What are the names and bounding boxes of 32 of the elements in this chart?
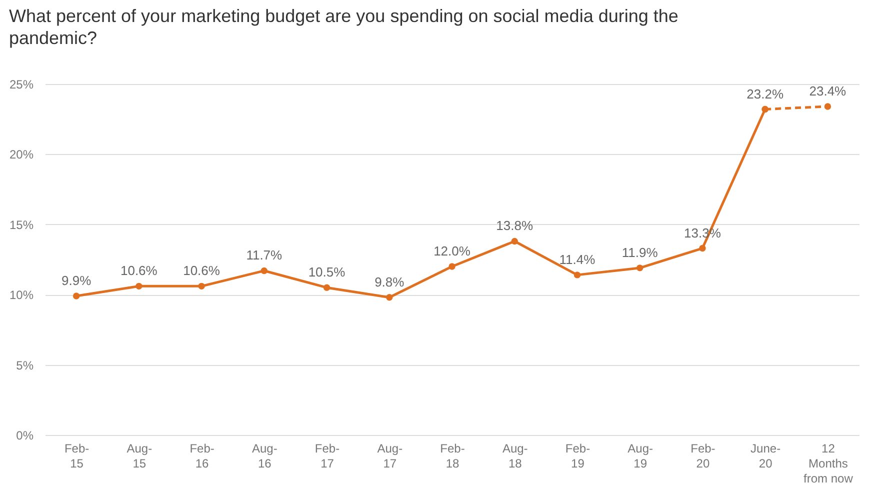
y-tick-label: 15% [9, 218, 34, 232]
data-label: 11.7% [246, 248, 283, 263]
y-tick-label: 5% [16, 358, 34, 372]
data-label: 9.9% [61, 273, 92, 288]
x-tick-label: Feb-20 [690, 442, 716, 470]
x-tick-label: Feb-19 [565, 442, 590, 470]
data-label: 11.9% [622, 244, 658, 260]
x-tick-label: Aug-16 [252, 442, 278, 470]
x-tick-label: Feb-15 [64, 442, 90, 470]
data-label: 23.2% [746, 86, 784, 102]
data-label: 12.0% [434, 244, 471, 259]
x-tick-label: Aug-19 [628, 442, 654, 470]
x-tick-label: Feb-17 [314, 442, 340, 470]
y-tick-label: 25% [9, 78, 34, 92]
x-tick-label: Aug-17 [377, 442, 403, 470]
x-tick-label: Aug-15 [126, 442, 152, 470]
data-label: 10.6% [183, 263, 220, 278]
data-label: 10.6% [120, 263, 158, 278]
x-tick-label: Feb-18 [440, 442, 465, 470]
data-label: 10.5% [308, 264, 346, 280]
chart-title: What percent of your marketing budget are you spending on social media during the pandemic? [8, 6, 678, 48]
x-tick-label: Aug-18 [502, 442, 528, 470]
x-tick-label: 12 Months from now [804, 442, 854, 486]
data-label: 23.4% [809, 83, 847, 98]
y-tick-label: 10% [9, 288, 34, 302]
x-tick-label: Feb-16 [190, 442, 214, 470]
x-tick-label: June-20 [750, 442, 781, 470]
data-label: 9.8% [374, 274, 405, 290]
y-tick-label: 0% [16, 428, 34, 442]
data-label: 11.4% [559, 252, 596, 267]
y-tick-label: 20% [9, 148, 34, 162]
data-label: 13.8% [496, 218, 534, 234]
